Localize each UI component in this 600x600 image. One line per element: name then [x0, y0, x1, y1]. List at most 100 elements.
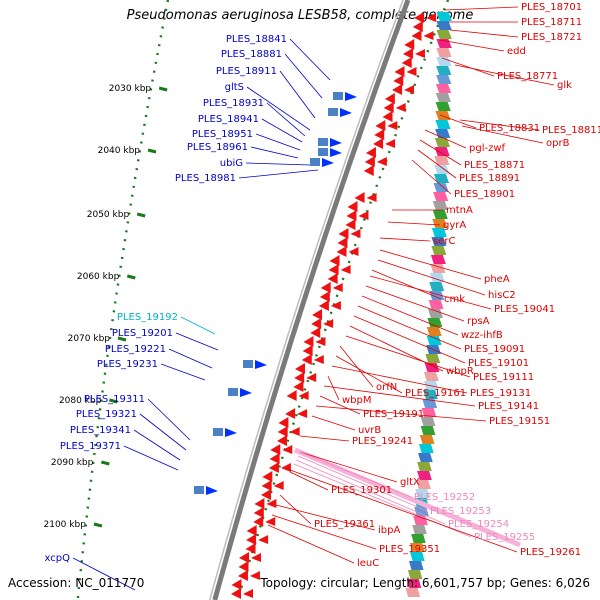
gene-arrow [393, 75, 404, 86]
gene-label-left: PLES_19341 [70, 425, 131, 436]
gene-arrow [249, 571, 260, 580]
gene-arrow [245, 543, 256, 554]
leader-line-right [454, 64, 555, 86]
gene-label-right: wbpR [446, 366, 474, 377]
gene-arrow [338, 228, 349, 239]
feature-block [435, 120, 451, 129]
scale-tick-label: 2060 kbp [77, 272, 120, 282]
feature-block [432, 219, 448, 228]
leader-line-left [261, 118, 303, 143]
feature-block [423, 390, 438, 399]
gene-arrow [298, 391, 309, 400]
gene-label-right: PLES_19141 [478, 401, 539, 412]
leader-line-right [271, 514, 377, 550]
gene-arrow [315, 337, 326, 346]
gene-arrow [231, 579, 242, 590]
leader-line-left [246, 86, 311, 131]
feature-blocks [194, 12, 521, 599]
gene-label-right: PLES_18771 [497, 71, 558, 82]
gene-label-left: xcpQ [45, 553, 71, 564]
feature-block [433, 174, 449, 183]
gene-arrow [350, 229, 361, 238]
gene-label-right: hisC2 [488, 290, 516, 301]
feature-block [434, 165, 450, 174]
gene-arrow [289, 427, 300, 436]
scale-tick-mark [93, 522, 103, 528]
feature-block [426, 336, 442, 345]
gene-label-left: PLES_18931 [203, 98, 264, 109]
gene-arrow [280, 463, 291, 472]
gene-label-right: PLES_18871 [464, 160, 525, 171]
gene-arrow [363, 165, 374, 176]
gene-label-right: rpsA [467, 316, 490, 327]
backbone-inner-line [209, 0, 404, 600]
leader-line-right [299, 435, 350, 442]
scale-tick-mark [158, 86, 168, 92]
feature-block [407, 570, 423, 579]
scale-tick-mark [109, 398, 118, 404]
gene-label-right: PLES_19191 [363, 409, 424, 420]
feature-block [423, 372, 439, 381]
gene-label-left: PLES_19192 [117, 312, 178, 323]
gene-arrow [310, 327, 321, 338]
leader-line-right [371, 269, 442, 300]
feature-block [435, 93, 451, 102]
gene-arrow [293, 381, 304, 392]
feature-block [411, 534, 426, 543]
leader-line-right [387, 221, 441, 226]
gene-label-right: PLES_18711 [521, 17, 582, 28]
gene-arrow [337, 237, 348, 248]
gene-labels: PLES_18841 PLES_18881 PLES_18911 gltS PLES_1… [45, 2, 600, 569]
leader-line-left [279, 70, 316, 119]
leader-line-right [461, 125, 544, 144]
gene-label-right: oprB [546, 138, 570, 149]
gene-arrow [340, 265, 351, 274]
blue-gene-arrow [345, 92, 357, 101]
gene-label-left: PLES_19321 [76, 409, 137, 420]
gene-label-right: PLES_18901 [454, 189, 515, 200]
leader-line-right [311, 415, 356, 431]
gene-arrow [345, 219, 356, 230]
gene-arrow [273, 481, 284, 490]
gene-arrow [402, 48, 413, 59]
gene-label-right: PLES_19151 [489, 416, 550, 427]
blue-feature-block [318, 138, 328, 146]
gene-arrow [242, 589, 253, 598]
blue-gene-arrow [206, 486, 218, 495]
leader-line-right [335, 355, 403, 394]
feature-block [418, 444, 434, 453]
leader-line-right [349, 325, 444, 372]
gene-arrow [318, 300, 329, 311]
feature-block [409, 561, 424, 570]
feature-block [415, 489, 430, 498]
gene-label-left: PLES_18881 [221, 49, 282, 60]
gene-arrow [426, 13, 437, 22]
scale-tick-mark [147, 148, 157, 154]
gene-arrow [239, 552, 250, 563]
leader-line-right [297, 455, 428, 512]
gene-label-right: PLES_19131 [470, 388, 531, 399]
feature-block [432, 210, 448, 219]
gene-arrow [306, 373, 317, 382]
gene-label-right: PLES_19091 [464, 344, 525, 355]
gene-arrow [394, 66, 405, 77]
gene-label-right: PLES_19301 [331, 485, 392, 496]
gene-arrow [358, 211, 369, 220]
gene-arrow [346, 210, 357, 221]
gene-label-right: orfN [376, 382, 397, 393]
feature-block [436, 75, 452, 84]
feature-block [430, 255, 446, 264]
leader-line-right [299, 451, 398, 483]
leader-line-right [327, 375, 340, 401]
gene-arrow [323, 319, 334, 328]
scale-tick-label: 2100 kbp [44, 520, 87, 530]
gene-label-right: leuC [357, 558, 379, 569]
feature-block [436, 57, 452, 66]
leader-line-right [449, 29, 519, 38]
gene-label-right: gltX [400, 477, 420, 488]
gene-label-right: PLES_18891 [459, 173, 520, 184]
gene-label-right: PLES_19253 [430, 506, 491, 517]
blue-gene-arrow [340, 108, 352, 117]
gene-arrow [411, 30, 422, 41]
gene-arrow [412, 21, 423, 32]
